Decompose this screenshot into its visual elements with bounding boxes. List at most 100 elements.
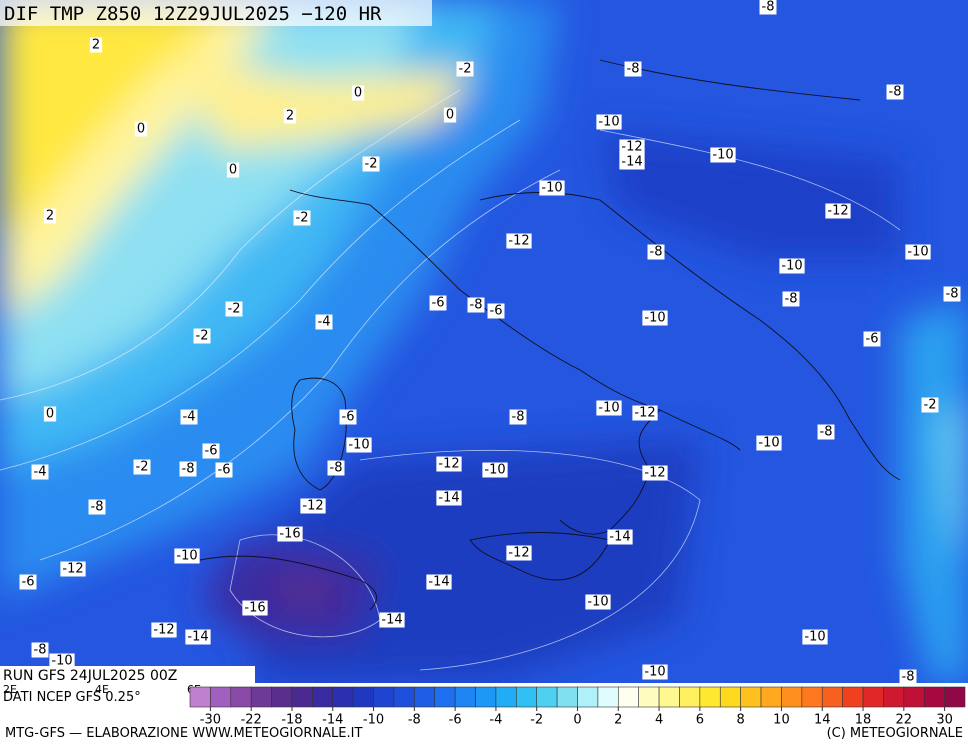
contour-label: -8 [512, 410, 525, 425]
colorbar-swatch [923, 686, 945, 708]
contour-label-box [179, 461, 197, 477]
contour-label-box [134, 121, 148, 137]
contour-label-box [921, 397, 939, 413]
contour-label-box [293, 210, 311, 226]
contour-label-box [283, 108, 297, 124]
contour-label-box [596, 400, 622, 416]
contour-label: -10 [51, 654, 72, 669]
contour-label-box [642, 664, 668, 680]
colorbar-swatch [597, 686, 619, 708]
colorbar-swatch [434, 686, 456, 708]
contour-label: -10 [176, 549, 197, 564]
colorbar-swatch [577, 686, 599, 708]
contour-label-box [482, 462, 508, 478]
colorbar-tick-label: -4 [489, 713, 502, 728]
colorbar-tick-label: -2 [530, 713, 543, 728]
colorbar-swatch [883, 686, 905, 708]
colorbar-swatch [516, 686, 538, 708]
contour-label-box [193, 328, 211, 344]
contour-label: -4 [183, 410, 196, 425]
contour-label-box [596, 114, 622, 130]
contour-label-box [31, 464, 49, 480]
contour-label-box [180, 409, 198, 425]
contour-label: 0 [229, 163, 237, 178]
contour-label: -14 [609, 530, 630, 545]
colorbar-tick-label: -14 [322, 713, 343, 728]
contour-label: -2 [136, 460, 149, 475]
contour-label: -2 [228, 302, 241, 317]
contour-label: -14 [187, 630, 208, 645]
data-source: DATI NCEP GFS 0.25° [3, 690, 141, 705]
contour-label: -10 [598, 115, 619, 130]
contour-label: 2 [92, 38, 100, 53]
colorbar-tick-label: 4 [655, 713, 663, 728]
colorbar-swatch [760, 686, 782, 708]
contour-label-box [43, 208, 57, 224]
contour-label-box [509, 409, 527, 425]
contour-label-box [339, 409, 357, 425]
contour-label: -12 [621, 140, 642, 155]
contour-label: -8 [902, 670, 915, 685]
contour-label: -10 [598, 401, 619, 416]
contour-label: -14 [621, 155, 642, 170]
contour-label: -10 [781, 259, 802, 274]
contour-label-box [174, 548, 200, 564]
contour-label: -4 [318, 315, 331, 330]
colorbar-swatch [719, 686, 741, 708]
contour-label-box [467, 297, 485, 313]
contour-label-box [315, 314, 333, 330]
contour-label: -8 [182, 462, 195, 477]
contour-label: -10 [484, 463, 505, 478]
contour-label-box [642, 310, 668, 326]
contour-label-box [49, 653, 75, 669]
colorbar-swatch [230, 686, 252, 708]
contour-label-box [756, 435, 782, 451]
colorbar-swatch [536, 686, 558, 708]
contour-label-box [277, 526, 303, 542]
colorbar-swatch [393, 686, 415, 708]
contour-label-box [506, 545, 532, 561]
contour-label: 0 [46, 407, 54, 422]
colorbar-swatch [556, 686, 578, 708]
contour-label: -8 [470, 298, 483, 313]
contour-label: -12 [827, 204, 848, 219]
contour-label: -2 [196, 329, 209, 344]
colorbar-tick-label: 30 [936, 713, 953, 728]
contour-label-box [647, 244, 665, 260]
colorbar-swatch [617, 686, 639, 708]
contour-label: -8 [820, 425, 833, 440]
contour-label: -8 [34, 643, 47, 658]
contour-label-box [242, 600, 268, 616]
contour-label-box [31, 642, 49, 658]
contour-label: -10 [348, 438, 369, 453]
contour-label: -6 [490, 304, 503, 319]
contour-label-box [362, 156, 380, 172]
title-box [0, 0, 432, 26]
contour-label-box [456, 61, 474, 77]
contour-label: -6 [866, 332, 879, 347]
contour-label-box [43, 406, 57, 422]
contour-label: -6 [22, 575, 35, 590]
contour-label: -14 [438, 491, 459, 506]
footer-right: (C) METEOGIORNALE [827, 726, 963, 741]
contour-label-box [89, 37, 103, 53]
colorbar-swatch [271, 686, 293, 708]
contour-label: -12 [302, 499, 323, 514]
map-title: DIF TMP Z850 12Z29JUL2025 −120 HR [4, 3, 382, 25]
contour-label-box [19, 574, 37, 590]
contour-label: -10 [758, 436, 779, 451]
longitude-label: 2E [3, 683, 17, 696]
contour-label: -12 [62, 562, 83, 577]
contour-label-box [619, 154, 645, 170]
contour-label: 0 [137, 122, 145, 137]
colorbar-swatch [332, 686, 354, 708]
contour-label-box [429, 295, 447, 311]
contour-label: -10 [644, 665, 665, 680]
contour-label-box [151, 622, 177, 638]
colorbar-swatch [414, 686, 436, 708]
colorbar-tick-label: -18 [281, 713, 302, 728]
colorbar-swatch [250, 686, 272, 708]
colorbar-tick-label: 6 [696, 713, 704, 728]
colorbar-tick-label: -22 [241, 713, 262, 728]
colorbar-swatch [475, 686, 497, 708]
